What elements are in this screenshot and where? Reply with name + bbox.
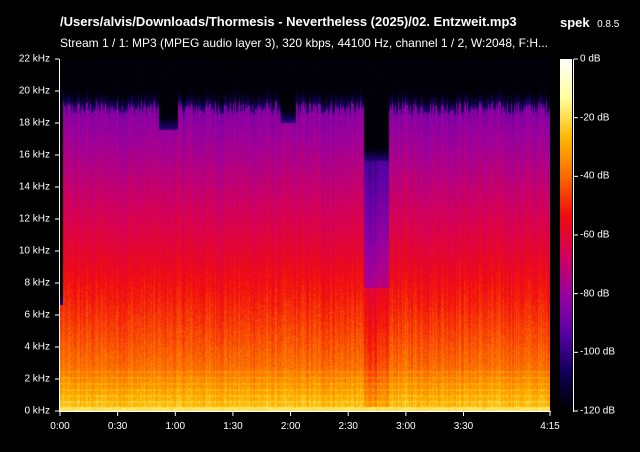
app-version: 0.8.5 (597, 19, 620, 30)
time-tick-label: 0:30 (107, 421, 128, 432)
app-name: spek (560, 15, 590, 30)
frequency-tick-label: 12 kHz (18, 213, 50, 225)
level-tick-label: -60 dB (580, 229, 610, 241)
frequency-tick-label: 22 kHz (18, 53, 50, 65)
level-tick-label: -100 dB (580, 346, 616, 358)
frequency-tick-label: 2 kHz (24, 373, 50, 385)
frequency-tick-label: 4 kHz (24, 341, 50, 353)
file-title: /Users/alvis/Downloads/Thormesis - Never… (60, 14, 517, 29)
spectrogram-plot (60, 59, 550, 411)
level-colorbar (560, 59, 572, 411)
frequency-tick-label: 18 kHz (18, 117, 50, 129)
app-brand: spek 0.8.5 (560, 14, 619, 32)
frequency-tick-label: 20 kHz (18, 85, 50, 97)
time-tick-label: 3:30 (453, 421, 474, 432)
frequency-tick-label: 0 kHz (24, 405, 50, 417)
time-tick-label: 0:00 (50, 421, 70, 432)
stream-info: Stream 1 / 1: MP3 (MPEG audio layer 3), … (60, 36, 549, 50)
frequency-tick-label: 6 kHz (24, 309, 50, 321)
frequency-tick-label: 14 kHz (18, 181, 50, 193)
time-tick-label: 2:30 (338, 421, 358, 432)
time-tick-label: 4:15 (540, 421, 560, 432)
level-tick-label: -20 dB (580, 112, 610, 124)
time-tick-label: 3:00 (396, 421, 416, 432)
level-tick-label: -80 dB (580, 288, 610, 300)
frequency-tick-label: 10 kHz (18, 245, 50, 257)
level-tick-label: 0 dB (580, 53, 601, 65)
time-tick-label: 1:30 (223, 421, 243, 432)
time-tick-label: 1:00 (165, 421, 186, 432)
frequency-tick-label: 8 kHz (24, 277, 50, 289)
frequency-tick-label: 16 kHz (18, 149, 50, 161)
level-tick-label: -40 dB (580, 170, 610, 182)
time-tick-label: 2:00 (280, 421, 301, 432)
level-tick-label: -120 dB (580, 405, 616, 417)
